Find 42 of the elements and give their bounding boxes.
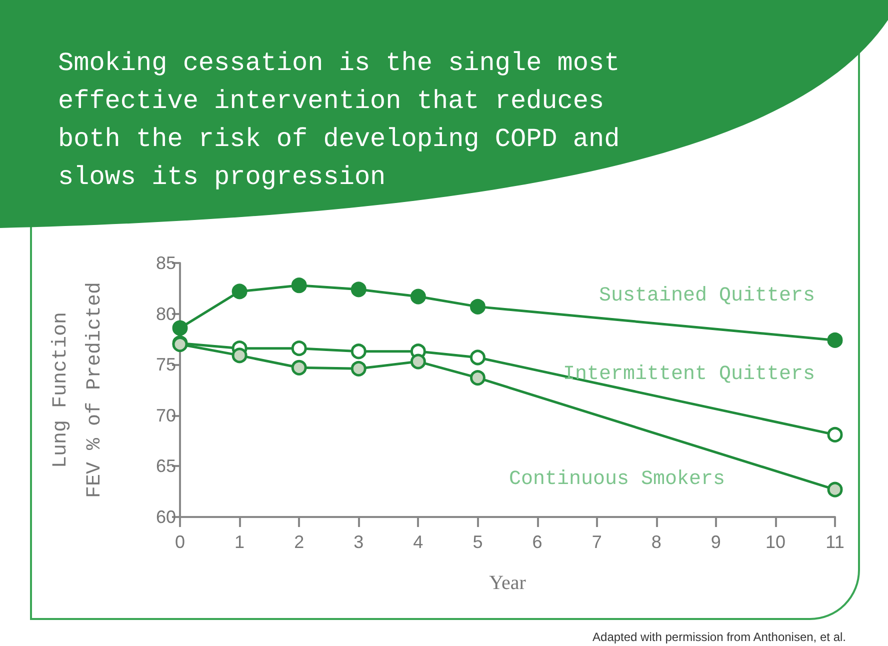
series-label: Sustained Quitters: [598, 284, 815, 308]
point: [827, 482, 843, 498]
point: [410, 288, 426, 304]
y-tick-label: 75: [156, 354, 176, 375]
point: [291, 340, 307, 356]
point: [827, 426, 843, 442]
point: [350, 360, 366, 376]
point: [291, 360, 307, 376]
point: [470, 298, 486, 314]
x-tick-label: 4: [413, 532, 424, 552]
point: [827, 332, 843, 348]
y-axis-title: Lung Function FEV % of Predicted: [50, 282, 106, 498]
series-label: Continuous Smokers: [508, 468, 725, 492]
x-tick-label: 2: [294, 532, 304, 552]
x-tick-label: 8: [651, 532, 662, 552]
x-tick-label: 3: [354, 532, 364, 552]
point: [232, 348, 248, 364]
x-tick-label: 5: [472, 532, 483, 552]
x-tick-label: 7: [592, 532, 602, 552]
y-tick-label: 70: [156, 405, 176, 426]
chart-title: Smoking cessation is the single most effective intervention that reduces both the risk of developing COPD and slows its progression: [58, 47, 621, 194]
point: [350, 282, 366, 298]
series-label: Intermittent Quitters: [562, 363, 815, 386]
x-tick-label: 0: [174, 532, 186, 552]
text: Adapted with permission from Anthonisen, et al.: [592, 630, 846, 644]
x-axis-title: Year: [489, 572, 526, 594]
point: [470, 350, 486, 366]
x-tick-label: 11: [826, 532, 844, 552]
point: [410, 354, 426, 370]
point: [232, 284, 248, 300]
y-tick-label: 60: [156, 507, 176, 527]
point: [172, 320, 188, 336]
y-tick-label: 85: [156, 253, 176, 273]
point: [470, 370, 486, 386]
x-tick-label: 6: [532, 532, 542, 552]
point: [291, 278, 307, 294]
y-tick-label: 65: [156, 456, 176, 476]
point: [350, 344, 366, 360]
x-tick-label: 10: [765, 532, 786, 552]
x-tick-label: 9: [710, 532, 721, 552]
x-tick-label: 1: [234, 532, 245, 552]
y-tick-label: 80: [156, 304, 176, 324]
